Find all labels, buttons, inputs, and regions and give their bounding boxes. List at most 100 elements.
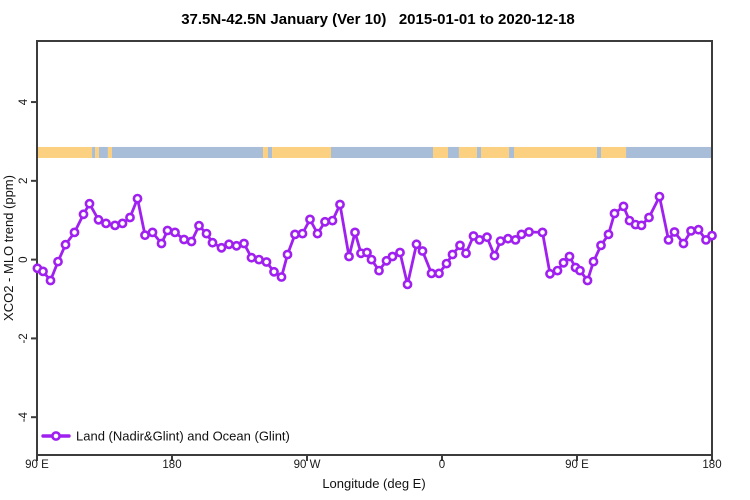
data-point: [564, 251, 575, 262]
data-point: [603, 229, 614, 240]
data-point: [254, 254, 264, 265]
data-point: [455, 240, 465, 251]
data-point: [654, 191, 665, 202]
data-point: [110, 220, 120, 231]
data-point: [366, 254, 377, 265]
data-point: [669, 227, 680, 237]
landocean-band-segment-land: [107, 146, 112, 158]
y-tick-label: -2: [18, 333, 30, 343]
data-point: [636, 220, 647, 231]
landocean-band-segment-ocean: [626, 146, 712, 158]
data-point: [261, 257, 272, 267]
landocean-band-segment-land: [433, 146, 448, 158]
data-point: [374, 265, 384, 276]
landocean-band-segment-ocean: [596, 146, 601, 158]
x-tick-label: 180: [702, 459, 721, 471]
plot-area: 90 E 180 90 W 0 90 E 180 4 2 0 -2 -4: [18, 40, 722, 471]
data-point: [125, 212, 135, 223]
landocean-band-segment-ocean: [476, 146, 481, 158]
data-point: [516, 229, 527, 240]
legend-label: Land (Nadir&Glint) and Ocean (Glint): [76, 429, 290, 444]
data-point: [618, 201, 629, 212]
data-point: [224, 239, 234, 250]
data-point: [344, 251, 354, 262]
data-point: [582, 275, 593, 286]
data-point: [186, 236, 197, 247]
legend: Land (Nadir&Glint) and Ocean (Glint): [41, 429, 290, 444]
landocean-band-segment-land: [514, 146, 597, 158]
x-axis-label: Longitude (deg E): [322, 476, 425, 491]
data-point: [327, 215, 338, 226]
data-point: [78, 209, 89, 220]
data-point: [117, 218, 128, 229]
data-point: [402, 279, 413, 290]
landocean-band-segment-land: [458, 146, 477, 158]
data-point: [216, 242, 227, 253]
data-point: [312, 228, 323, 239]
data-point: [678, 238, 689, 249]
data-point: [201, 228, 212, 239]
y-axis-label: XCO2 - MLO trend (ppm): [1, 175, 16, 321]
data-point: [461, 248, 471, 259]
data-point: [395, 247, 405, 258]
landocean-band-segment-ocean: [448, 146, 459, 158]
x-tick-label: 90 E: [565, 459, 589, 471]
data-point: [482, 232, 492, 243]
data-point: [320, 216, 330, 227]
data-point: [537, 227, 548, 238]
data-point: [179, 234, 189, 245]
y-tick-label: 4: [18, 98, 30, 105]
data-point: [84, 198, 95, 209]
data-point: [434, 268, 444, 279]
data-point: [38, 266, 48, 277]
data-point: [387, 251, 398, 262]
data-point: [558, 257, 569, 268]
data-point: [156, 238, 167, 249]
data-point: [101, 218, 111, 229]
data-point: [545, 268, 555, 279]
x-tick-label: 180: [162, 459, 181, 471]
data-point: [170, 227, 180, 238]
landocean-band-segment-land: [272, 146, 331, 158]
data-point: [447, 249, 458, 260]
landocean-band-segment-land: [481, 146, 510, 158]
data-point: [644, 212, 654, 223]
chart-title: 37.5N-42.5N January (Ver 10) 2015-01-01 …: [181, 11, 575, 28]
data-point: [524, 227, 534, 237]
data-point: [246, 252, 257, 263]
y-tick-label: 2: [18, 178, 30, 184]
data-point: [231, 240, 242, 251]
landocean-band-segment-land: [263, 146, 268, 158]
data-point: [140, 230, 150, 241]
data-point: [282, 249, 293, 260]
data-point: [411, 239, 422, 250]
data-point: [194, 220, 204, 231]
data-point: [239, 238, 249, 249]
data-point: [663, 234, 674, 245]
data-point: [362, 247, 372, 258]
data-point: [495, 236, 506, 246]
data-point: [596, 240, 606, 251]
landocean-band-segment-ocean: [509, 146, 514, 158]
data-point: [575, 265, 585, 276]
y-tick-label: 0: [18, 256, 30, 262]
data-point: [503, 233, 513, 244]
data-point: [426, 268, 437, 279]
data-point: [489, 250, 500, 261]
y-tick-label: -4: [18, 411, 30, 422]
landocean-band-segment-land: [37, 146, 93, 158]
data-point: [609, 208, 620, 219]
data-point: [335, 199, 345, 210]
data-point: [686, 225, 696, 236]
landocean-band-segment-ocean: [92, 146, 96, 158]
x-tick-label: 90 W: [294, 459, 321, 471]
data-point: [60, 239, 71, 250]
landocean-band-segment-ocean: [268, 146, 273, 158]
data-point: [276, 272, 287, 282]
data-point: [147, 227, 158, 238]
data-point: [350, 227, 360, 238]
data-point: [269, 266, 279, 277]
plot-border: [36, 40, 713, 456]
